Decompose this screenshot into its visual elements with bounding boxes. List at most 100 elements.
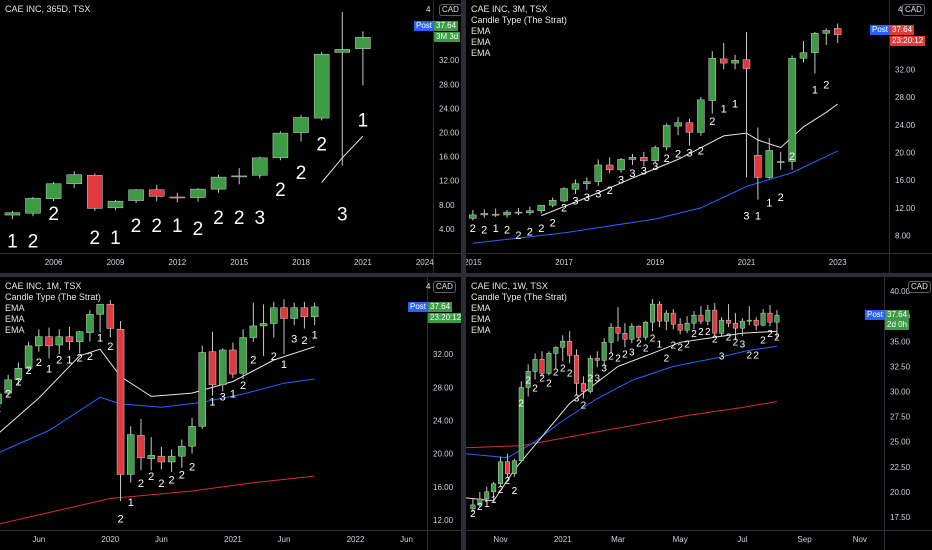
currency-badge[interactable]: CAD	[902, 4, 925, 16]
candle[interactable]	[594, 159, 603, 186]
indicator-ema[interactable]: EMA	[5, 303, 25, 313]
price-chart[interactable]: 40.0037.5035.0032.5030.0027.5025.0022.50…	[466, 277, 932, 550]
indicator-ema[interactable]: EMA	[471, 48, 491, 58]
currency-badge[interactable]: CAD	[908, 281, 931, 293]
candle[interactable]	[628, 153, 637, 165]
indicator-ema[interactable]: EMA	[471, 303, 491, 313]
ema-line-blue[interactable]	[466, 345, 777, 459]
candle[interactable]	[148, 184, 165, 202]
chart-pane-1m[interactable]: 32.00 28.00 24.00 20.00 16.00 12.00 Jun 2020 Jun…	[0, 277, 461, 550]
candle[interactable]	[55, 329, 63, 355]
candle[interactable]	[833, 23, 842, 43]
candle[interactable]	[293, 115, 309, 142]
indicator-strat[interactable]: Candle Type (The Strat)	[471, 15, 567, 25]
symbol-title[interactable]: CAE INC, 3M, TSX	[471, 4, 548, 14]
candle[interactable]	[719, 42, 728, 70]
candle[interactable]	[190, 187, 206, 202]
candle[interactable]	[300, 301, 309, 329]
candle[interactable]	[229, 342, 237, 379]
candle[interactable]	[732, 313, 738, 341]
indicator-strat[interactable]: Candle Type (The Strat)	[471, 292, 567, 302]
candle[interactable]	[640, 151, 648, 167]
candle[interactable]	[546, 351, 552, 376]
candle[interactable]	[137, 418, 145, 471]
indicator-ema[interactable]: EMA	[471, 325, 491, 335]
candle[interactable]	[587, 355, 593, 394]
candle[interactable]	[231, 168, 247, 185]
candle[interactable]	[574, 349, 580, 396]
candle[interactable]	[45, 181, 62, 202]
chart-pane-365d[interactable]: 32.00 28.00 24.00 20.00 16.00 12.00 8.00 4.00 20…	[0, 0, 461, 273]
candle[interactable]	[811, 31, 819, 74]
candle[interactable]	[605, 157, 614, 174]
candle[interactable]	[799, 40, 808, 63]
candle[interactable]	[608, 323, 614, 354]
candle[interactable]	[567, 331, 573, 364]
candle[interactable]	[491, 481, 497, 497]
candle[interactable]	[742, 31, 751, 178]
candle[interactable]	[705, 305, 711, 326]
candle[interactable]	[643, 321, 649, 341]
candle[interactable]	[470, 497, 476, 512]
candle[interactable]	[96, 304, 104, 333]
chart-pane-1w[interactable]: 40.0037.5035.0032.5030.0027.5025.0022.50…	[466, 277, 932, 550]
candle[interactable]	[210, 174, 227, 193]
candle[interactable]	[503, 210, 511, 218]
ema-line-white[interactable]	[0, 346, 315, 434]
candle[interactable]	[746, 306, 752, 326]
candle[interactable]	[532, 353, 538, 380]
candle[interactable]	[622, 323, 628, 348]
candle[interactable]	[691, 311, 697, 330]
candle[interactable]	[355, 31, 371, 86]
candle[interactable]	[594, 351, 600, 368]
candle[interactable]	[739, 318, 745, 337]
ema-line-white[interactable]	[466, 330, 777, 502]
candle[interactable]	[580, 376, 586, 399]
ema-line-red[interactable]	[0, 475, 315, 525]
currency-badge[interactable]: CAD	[433, 281, 456, 293]
candle[interactable]	[469, 210, 477, 221]
candle[interactable]	[548, 197, 557, 208]
candle[interactable]	[663, 310, 669, 331]
candle[interactable]	[4, 374, 12, 396]
candle[interactable]	[65, 326, 74, 350]
candle[interactable]	[560, 335, 566, 362]
candle[interactable]	[0, 387, 2, 408]
candle[interactable]	[697, 97, 705, 136]
candle[interactable]	[249, 302, 258, 342]
candle[interactable]	[537, 204, 546, 214]
indicator-ema[interactable]: EMA	[471, 314, 491, 324]
candle[interactable]	[178, 439, 186, 468]
candle[interactable]	[239, 329, 247, 380]
indicator-ema[interactable]: EMA	[5, 325, 25, 335]
candle[interactable]	[712, 303, 718, 337]
candle[interactable]	[45, 327, 53, 359]
candle[interactable]	[491, 208, 500, 217]
candle[interactable]	[754, 127, 762, 200]
candle[interactable]	[35, 329, 43, 352]
candle[interactable]	[571, 179, 580, 195]
candle[interactable]	[677, 318, 683, 335]
candle[interactable]	[169, 192, 186, 203]
candle[interactable]	[525, 364, 531, 397]
candle[interactable]	[484, 486, 490, 502]
candle[interactable]	[106, 300, 115, 338]
candle[interactable]	[147, 437, 155, 471]
candle[interactable]	[198, 345, 207, 429]
candle[interactable]	[731, 54, 739, 70]
candle[interactable]	[719, 317, 725, 337]
candle[interactable]	[629, 323, 635, 344]
candle[interactable]	[504, 453, 510, 477]
candle[interactable]	[259, 304, 268, 356]
candle[interactable]	[66, 171, 82, 188]
candle[interactable]	[617, 158, 625, 173]
pane-divider-vertical[interactable]	[461, 0, 466, 550]
candle[interactable]	[514, 207, 523, 215]
price-chart[interactable]: 32.00 28.00 24.00 20.00 16.00 12.00 8.00 4.00 20…	[0, 0, 461, 273]
candle[interactable]	[107, 199, 124, 211]
candle[interactable]	[188, 418, 196, 454]
ema-line-red[interactable]	[466, 401, 777, 449]
candle[interactable]	[662, 123, 671, 151]
candle[interactable]	[334, 12, 351, 166]
candle[interactable]	[685, 118, 694, 146]
